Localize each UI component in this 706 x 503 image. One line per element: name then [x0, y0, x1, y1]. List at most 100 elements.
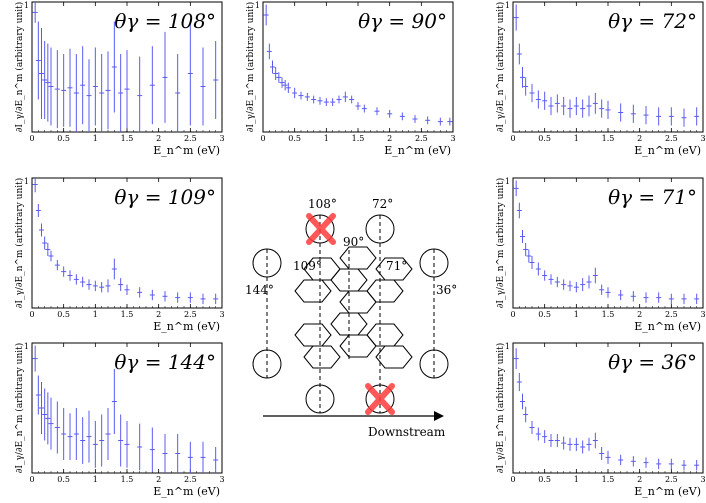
- x-tick-label: 0: [510, 310, 515, 319]
- x-tick-label: 0.5: [57, 475, 70, 484]
- panel-theta-108: 0 0.5 1 1.5 2 2.5 3 1 θγ = 108° E_n^m (eV) ∂I_γ/∂E…: [14, 1, 225, 157]
- x-tick-label: 1.5: [121, 134, 134, 143]
- label-144: 144°: [245, 283, 274, 297]
- x-tick-label: 1: [574, 475, 579, 484]
- y-tick-label: 1: [24, 342, 29, 351]
- hexagon: [303, 257, 341, 281]
- detector-layout-diagram: [252, 213, 449, 421]
- x-tick-label: 3: [700, 310, 705, 319]
- diagram-labels: 108° 72° 90° 109° 71° 144° 36° Downstrea…: [245, 197, 457, 439]
- x-tick-label: 0: [29, 310, 34, 319]
- x-axis-label: E_n^m (eV): [153, 485, 220, 498]
- panel-title: θγ = 71°: [608, 185, 697, 209]
- label-36: 36°: [436, 283, 457, 297]
- label-108: 108°: [308, 197, 337, 211]
- x-tick-label: 2: [637, 310, 642, 319]
- x-tick-label: 1: [93, 310, 98, 319]
- x-axis-label: E_n^m (eV): [384, 144, 451, 157]
- hexagon: [303, 345, 341, 369]
- downstream-label: Downstream: [368, 425, 446, 439]
- y-axis-label: ∂I_γ/∂E_n^m (arbitrary unit): [495, 343, 506, 474]
- panel-title: θγ = 144°: [114, 350, 216, 374]
- x-tick-label: 1.5: [602, 310, 615, 319]
- x-axis-label: E_n^m (eV): [634, 144, 701, 157]
- cross-mark: [306, 213, 336, 245]
- label-90: 90°: [343, 235, 364, 249]
- panel-theta-72: 0 0.5 1 1.5 2 2.5 3 1 θγ = 72° E_n^m (eV) ∂I_γ/∂E_…: [495, 1, 706, 157]
- x-tick-label: 2: [637, 134, 642, 143]
- hexagon: [366, 279, 404, 303]
- y-tick-label: 1: [24, 1, 29, 10]
- label-71: 71°: [386, 259, 407, 273]
- x-tick-label: 2.5: [184, 310, 197, 319]
- panel-title: θγ = 72°: [608, 9, 697, 33]
- hexagon: [330, 312, 368, 336]
- y-tick-label: 1: [505, 1, 510, 10]
- panel-title: θγ = 109°: [114, 185, 216, 209]
- hexagon: [375, 257, 413, 281]
- y-axis-label: ∂I_γ/∂E_n^m (arbitrary unit): [14, 2, 25, 133]
- x-tick-label: 1: [93, 134, 98, 143]
- hexagon: [294, 279, 332, 303]
- hexagon: [375, 345, 413, 369]
- y-axis-label: ∂I_γ/∂E_n^m (arbitrary unit): [495, 178, 506, 309]
- x-tick-label: 1: [574, 310, 579, 319]
- y-tick-label: 1: [255, 1, 260, 10]
- y-axis-label: ∂I_γ/∂E_n^m (arbitrary unit): [14, 178, 25, 309]
- hexagon: [339, 334, 377, 358]
- x-tick-label: 3: [219, 475, 224, 484]
- x-tick-label: 0.5: [57, 134, 70, 143]
- hexagon: [366, 323, 404, 347]
- x-tick-label: 1.5: [352, 134, 365, 143]
- label-72: 72°: [372, 197, 393, 211]
- x-tick-label: 0: [29, 134, 34, 143]
- hexagon: [339, 290, 377, 314]
- x-tick-label: 0: [510, 475, 515, 484]
- x-tick-label: 1.5: [602, 475, 615, 484]
- x-tick-label: 0: [29, 475, 34, 484]
- cross-mark: [365, 383, 395, 415]
- hexagon: [339, 246, 377, 270]
- x-tick-label: 0: [510, 134, 515, 143]
- x-tick-label: 2.5: [665, 134, 678, 143]
- x-tick-label: 3: [700, 134, 705, 143]
- x-tick-label: 2.5: [665, 310, 678, 319]
- x-tick-label: 2: [387, 134, 392, 143]
- x-tick-label: 1: [324, 134, 329, 143]
- panel-title: θγ = 108°: [114, 9, 216, 33]
- x-tick-label: 0.5: [57, 310, 70, 319]
- arrow-head: [434, 411, 444, 421]
- x-axis-label: E_n^m (eV): [634, 485, 701, 498]
- y-axis-label: ∂I_γ/∂E_n^m (arbitrary unit): [245, 2, 256, 133]
- x-tick-label: 0.5: [288, 134, 301, 143]
- x-tick-label: 2: [156, 134, 161, 143]
- x-tick-label: 1: [574, 134, 579, 143]
- x-tick-label: 1: [93, 475, 98, 484]
- panel-title: θγ = 90°: [358, 9, 447, 33]
- panel-theta-90: 0 0.5 1 1.5 2 2.5 3 1 θγ = 90° E_n^m (eV) ∂I_γ/∂E_…: [245, 1, 456, 157]
- x-tick-label: 3: [219, 134, 224, 143]
- x-tick-label: 3: [219, 310, 224, 319]
- x-axis-label: E_n^m (eV): [153, 144, 220, 157]
- panel-theta-109: 0 0.5 1 1.5 2 2.5 3 1 θγ = 109° E_n^m (eV) ∂I_γ/∂E…: [14, 177, 225, 333]
- y-tick-label: 1: [24, 177, 29, 186]
- panel-theta-71: 0 0.5 1 1.5 2 2.5 3 1 θγ = 71° E_n^m (eV) ∂I_γ/∂E_…: [495, 177, 706, 333]
- x-tick-label: 0: [260, 134, 265, 143]
- x-tick-label: 0.5: [538, 134, 551, 143]
- x-tick-label: 2: [156, 475, 161, 484]
- x-tick-label: 2: [156, 310, 161, 319]
- x-axis-label: E_n^m (eV): [153, 320, 220, 333]
- x-tick-label: 2.5: [415, 134, 428, 143]
- x-tick-label: 2.5: [184, 475, 197, 484]
- label-109: 109°: [293, 259, 322, 273]
- x-tick-label: 2.5: [665, 475, 678, 484]
- x-tick-label: 2.5: [184, 134, 197, 143]
- x-tick-label: 3: [700, 475, 705, 484]
- x-tick-label: 0.5: [538, 310, 551, 319]
- x-tick-label: 2: [637, 475, 642, 484]
- x-tick-label: 1.5: [602, 134, 615, 143]
- y-tick-label: 1: [505, 177, 510, 186]
- hexagon: [294, 323, 332, 347]
- x-tick-label: 1.5: [121, 475, 134, 484]
